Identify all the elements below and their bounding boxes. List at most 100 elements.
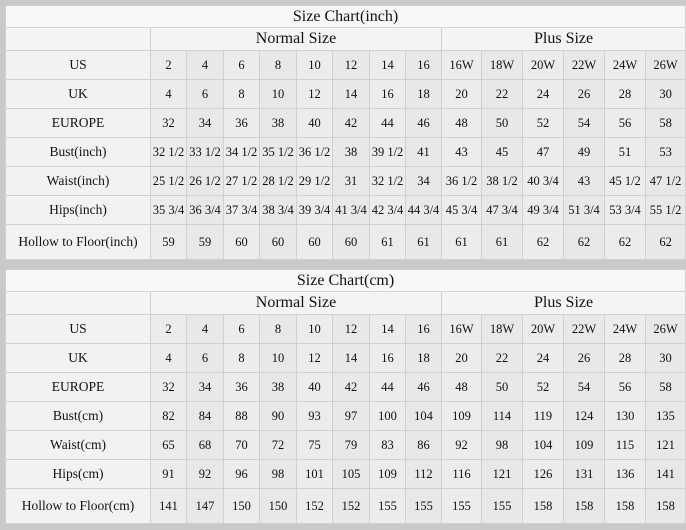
table-cell: 44 — [369, 372, 406, 402]
row-label: Hollow to Floor(inch) — [5, 224, 151, 260]
table-cell: 10 — [296, 50, 333, 80]
table-cell: 36 — [223, 108, 260, 138]
table-cell: 58 — [644, 108, 686, 138]
row-label: US — [5, 50, 151, 80]
table-cell: 4 — [150, 79, 187, 109]
table-cell: 14 — [369, 314, 406, 344]
table-row: US 2 4 6 8 10 12 14 16 16W 18W 20W 22W 24W 26W — [5, 314, 686, 344]
table-row: US 2 4 6 8 10 12 14 16 16W 18W 20W 22W 24W 26W — [5, 50, 686, 80]
table-cell: 41 — [405, 137, 442, 167]
table-cell: 18W — [481, 314, 523, 344]
table-cell: 26W — [644, 50, 686, 80]
table-cell: 22W — [563, 50, 605, 80]
table-cell: 53 3/4 — [604, 195, 646, 225]
table-cell: 82 — [150, 401, 187, 431]
row-label: Waist(cm) — [5, 430, 151, 460]
table-cell: 130 — [604, 401, 646, 431]
table-cell: 16 — [405, 314, 442, 344]
table-cell: 35 3/4 — [150, 195, 187, 225]
size-table: Size Chart(cm) Normal Size Plus Size US 2 4 6 8… — [4, 269, 686, 524]
header-blank — [5, 291, 151, 315]
table-cell: 49 3/4 — [522, 195, 564, 225]
table-cell: 44 — [369, 108, 406, 138]
table-cell: 62 — [644, 224, 686, 260]
chart-title: Size Chart(cm) — [4, 269, 686, 292]
table-cell: 26 — [563, 343, 605, 373]
table-cell: 37 3/4 — [223, 195, 260, 225]
table-cell: 4 — [186, 50, 224, 80]
table-cell: 18 — [405, 343, 442, 373]
table-row: Bust(inch) 32 1/2 33 1/2 34 1/2 35 1/2 36 1/2… — [5, 137, 686, 167]
table-cell: 124 — [563, 401, 605, 431]
table-cell: 6 — [223, 50, 260, 80]
table-cell: 34 — [405, 166, 442, 196]
table-cell: 47 1/2 — [644, 166, 686, 196]
table-row: Waist(cm) 65 68 70 72 75 79 83 86 92 98 104 109 115 12… — [5, 430, 686, 460]
table-cell: 46 — [405, 372, 442, 402]
table-cell: 62 — [563, 224, 605, 260]
table-cell: 16W — [441, 50, 482, 80]
table-cell: 60 — [332, 224, 370, 260]
table-cell: 58 — [644, 372, 686, 402]
row-label: Bust(inch) — [5, 137, 151, 167]
size-chart-inch: Size Chart(inch) Normal Size Plus Size US 2 4… — [4, 5, 686, 260]
table-cell: 65 — [150, 430, 187, 460]
table-cell: 14 — [332, 343, 370, 373]
table-cell: 136 — [604, 459, 646, 489]
table-cell: 141 — [150, 488, 187, 524]
table-cell: 47 — [522, 137, 564, 167]
table-cell: 54 — [563, 108, 605, 138]
table-cell: 38 — [259, 108, 297, 138]
table-cell: 24W — [604, 314, 646, 344]
table-cell: 46 — [405, 108, 442, 138]
table-cell: 26 1/2 — [186, 166, 224, 196]
header-blank — [5, 27, 151, 51]
table-cell: 34 — [186, 372, 224, 402]
table-cell: 32 1/2 — [369, 166, 406, 196]
size-table: Size Chart(inch) Normal Size Plus Size US 2 4… — [4, 5, 686, 260]
table-row: Bust(cm) 82 84 88 90 93 97 100 104 109 114 119 124 13… — [5, 401, 686, 431]
table-cell: 38 — [332, 137, 370, 167]
table-cell: 2 — [150, 50, 187, 80]
chart-title: Size Chart(inch) — [4, 5, 686, 28]
row-label: Hips(cm) — [5, 459, 151, 489]
table-cell: 40 3/4 — [522, 166, 564, 196]
table-cell: 155 — [481, 488, 523, 524]
table-cell: 42 3/4 — [369, 195, 406, 225]
table-cell: 119 — [522, 401, 564, 431]
table-cell: 22 — [481, 79, 523, 109]
table-cell: 105 — [332, 459, 370, 489]
table-cell: 48 — [441, 108, 482, 138]
row-label: Waist(inch) — [5, 166, 151, 196]
table-cell: 8 — [223, 79, 260, 109]
table-cell: 52 — [522, 372, 564, 402]
table-cell: 30 — [644, 79, 686, 109]
table-cell: 24W — [604, 50, 646, 80]
table-cell: 109 — [441, 401, 482, 431]
table-cell: 62 — [604, 224, 646, 260]
table-cell: 48 — [441, 372, 482, 402]
table-cell: 155 — [441, 488, 482, 524]
table-cell: 121 — [644, 430, 686, 460]
table-cell: 59 — [150, 224, 187, 260]
table-cell: 100 — [369, 401, 406, 431]
table-cell: 152 — [332, 488, 370, 524]
table-cell: 33 1/2 — [186, 137, 224, 167]
table-cell: 20 — [441, 79, 482, 109]
table-cell: 101 — [296, 459, 333, 489]
table-cell: 104 — [405, 401, 442, 431]
table-cell: 60 — [296, 224, 333, 260]
table-cell: 16W — [441, 314, 482, 344]
table-cell: 43 — [441, 137, 482, 167]
table-cell: 29 1/2 — [296, 166, 333, 196]
table-cell: 88 — [223, 401, 260, 431]
table-cell: 36 1/2 — [441, 166, 482, 196]
table-cell: 150 — [259, 488, 297, 524]
table-cell: 26W — [644, 314, 686, 344]
table-cell: 97 — [332, 401, 370, 431]
row-label: EUROPE — [5, 108, 151, 138]
table-cell: 8 — [259, 314, 297, 344]
table-cell: 158 — [604, 488, 646, 524]
table-cell: 126 — [522, 459, 564, 489]
table-cell: 50 — [481, 372, 523, 402]
